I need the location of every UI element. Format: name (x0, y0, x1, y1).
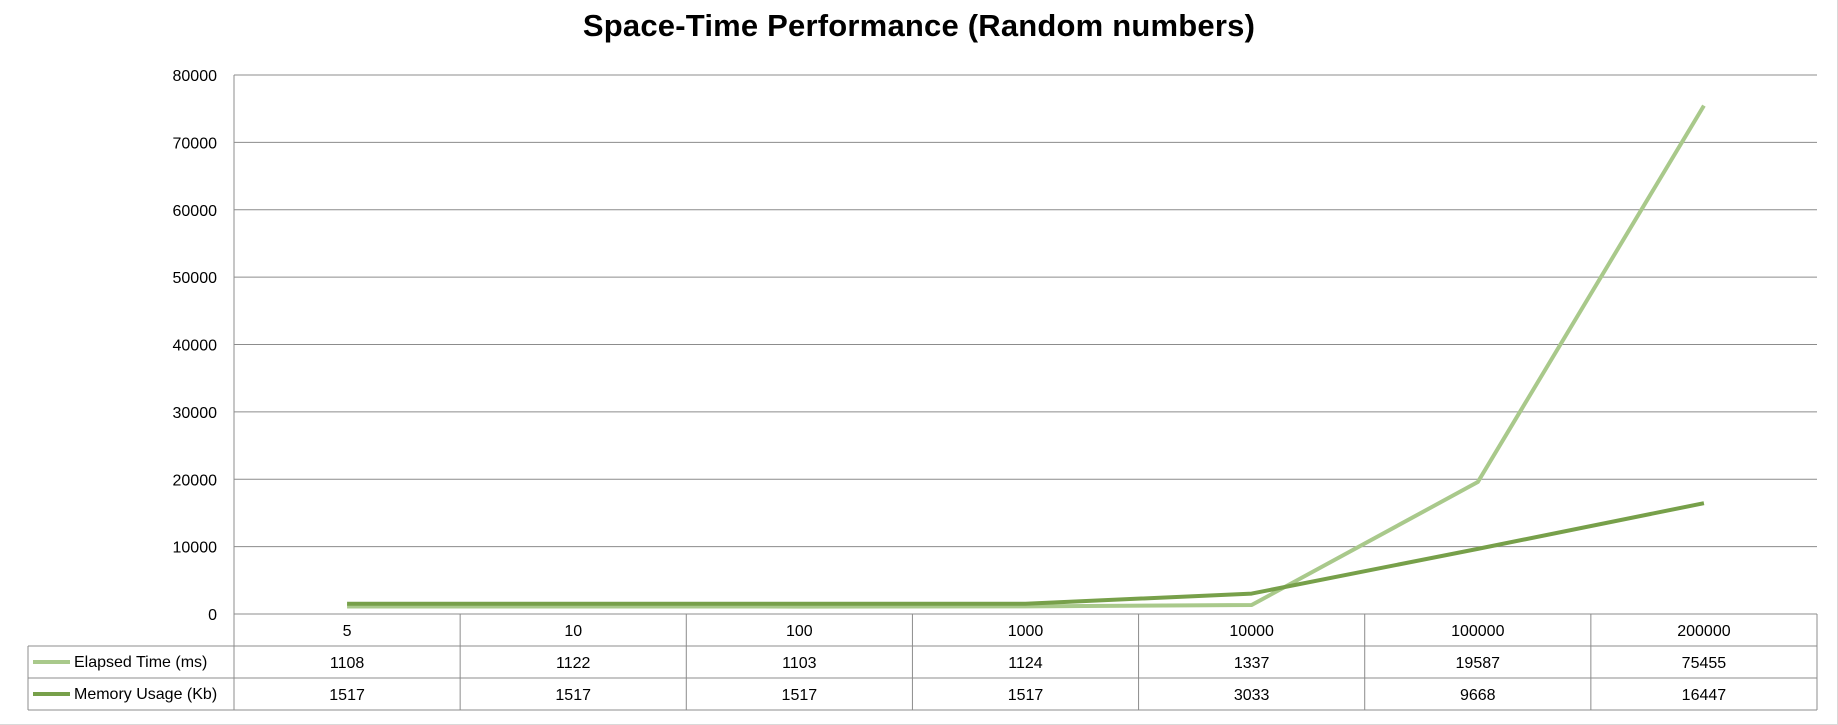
data-table-cell: 19587 (1456, 655, 1501, 672)
x-tick-label-10: 10 (564, 623, 582, 640)
y-tick-label-20000: 20000 (173, 472, 218, 489)
x-tick-label-200000: 200000 (1677, 623, 1730, 640)
x-tick-label-100: 100 (786, 623, 813, 640)
data-table-cell: 1517 (329, 687, 365, 704)
series-line-elapsed-time (347, 104, 1706, 609)
data-table-cell: 3033 (1234, 687, 1270, 704)
y-tick-label-30000: 30000 (173, 405, 218, 422)
y-tick-label-40000: 40000 (173, 338, 218, 355)
chart-title: Space-Time Performance (Random numbers) (582, 8, 1256, 43)
data-table-cell: 1517 (782, 687, 818, 704)
x-tick-label-10000: 10000 (1229, 623, 1274, 640)
data-table-cell: 1124 (1008, 655, 1043, 672)
data-table-cell: 1108 (330, 655, 365, 672)
y-tick-label-70000: 70000 (173, 135, 218, 152)
legend-label-elapsed-time: Elapsed Time (ms) (74, 654, 207, 671)
data-table-cell: 1517 (1008, 687, 1044, 704)
x-tick-label-1000: 1000 (1008, 623, 1044, 640)
series-line-memory-usage (347, 501, 1705, 606)
data-table-cell: 1122 (556, 655, 591, 672)
legend-label-memory-usage: Memory Usage (Kb) (74, 686, 217, 703)
data-table-cell: 1337 (1234, 655, 1270, 672)
x-tick-label-5: 5 (343, 623, 352, 640)
y-tick-label-10000: 10000 (173, 540, 218, 557)
y-tick-label-60000: 60000 (173, 203, 218, 220)
data-table-cell: 9668 (1460, 687, 1496, 704)
data-table-cell: 75455 (1682, 655, 1727, 672)
data-table-cell: 16447 (1682, 687, 1727, 704)
x-tick-label-100000: 100000 (1451, 623, 1504, 640)
y-tick-label-50000: 50000 (173, 270, 218, 287)
y-tick-label-80000: 80000 (173, 68, 218, 85)
y-tick-label-0: 0 (208, 607, 217, 624)
data-table-cell: 1517 (555, 687, 591, 704)
data-table-cell: 1103 (782, 655, 817, 672)
